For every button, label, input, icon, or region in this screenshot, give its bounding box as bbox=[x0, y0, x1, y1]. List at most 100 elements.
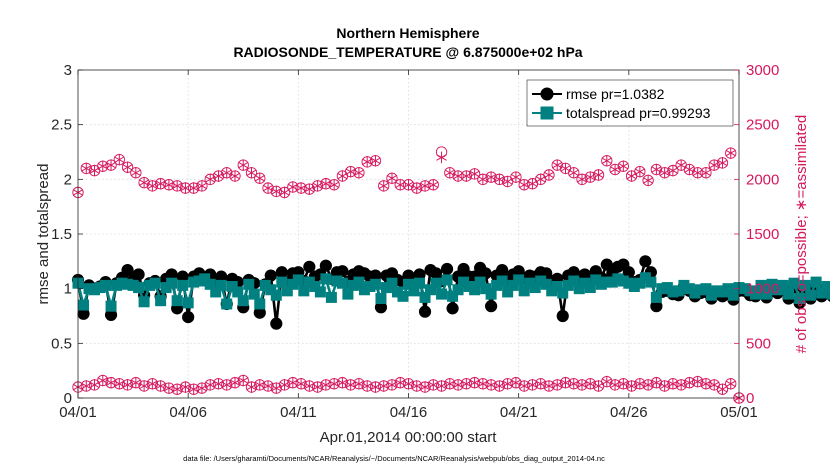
obs-assimilated-point bbox=[651, 163, 662, 176]
y-axis-left-label: rmse and totalspread bbox=[35, 164, 52, 305]
obs-assimilated-point bbox=[551, 159, 563, 171]
obs-assimilated-point bbox=[353, 377, 365, 390]
rmse-point bbox=[485, 300, 498, 313]
totalspread-point bbox=[485, 288, 497, 300]
obs-assimilated-point bbox=[295, 377, 307, 390]
obs-assimilated-point bbox=[138, 176, 150, 189]
totalspread-point bbox=[386, 277, 398, 289]
totalspread-point bbox=[755, 279, 767, 291]
totalspread-point bbox=[221, 298, 233, 310]
totalspread-point bbox=[452, 284, 464, 296]
rmse-point bbox=[336, 265, 349, 278]
totalspread-point bbox=[353, 276, 365, 288]
rmse-point bbox=[639, 255, 652, 268]
rmse-point bbox=[264, 269, 277, 282]
obs-assimilated-point bbox=[642, 174, 654, 187]
rmse-point bbox=[182, 310, 195, 324]
totalspread-point bbox=[166, 277, 178, 289]
y-right-tick-label: 1000 bbox=[746, 281, 779, 298]
obs-assimilated-point bbox=[700, 166, 712, 179]
y-right-tick-label: 2000 bbox=[746, 171, 779, 188]
obs-assimilated-point bbox=[651, 376, 662, 389]
totalspread-point bbox=[425, 284, 437, 296]
legend-box bbox=[526, 79, 734, 127]
totalspread-point bbox=[78, 299, 90, 311]
obs-assimilated-point bbox=[171, 180, 183, 192]
obs-assimilated-point bbox=[444, 166, 456, 179]
totalspread-point bbox=[827, 288, 830, 300]
obs-assimilated-point bbox=[725, 377, 737, 390]
obs-assimilated-point bbox=[725, 147, 737, 159]
obs-assimilated-point bbox=[130, 376, 142, 389]
obs-assimilated-point bbox=[180, 182, 191, 194]
x-tick-label: 04/11 bbox=[280, 404, 316, 421]
totalspread-point bbox=[816, 287, 828, 299]
totalspread-point bbox=[133, 282, 145, 294]
obs-assimilated-point bbox=[634, 165, 646, 178]
obs-assimilated-point bbox=[684, 163, 695, 176]
rmse-point bbox=[303, 260, 316, 273]
legend: rmse pr=1.0382 totalspread pr=0.99293 bbox=[526, 79, 734, 127]
obs-assimilated-point bbox=[659, 380, 670, 392]
obs-assimilated-point bbox=[477, 173, 489, 186]
totalspread-point bbox=[794, 293, 806, 305]
obs-assimilated-point bbox=[237, 374, 249, 387]
obs-assimilated-point bbox=[494, 173, 505, 186]
totalspread-point bbox=[441, 274, 453, 286]
totalspread-point bbox=[414, 277, 426, 289]
totalspread-point bbox=[502, 286, 514, 298]
totalspread-point bbox=[232, 286, 244, 298]
totalspread-point bbox=[469, 284, 481, 296]
obs-assimilated-point bbox=[312, 381, 323, 393]
chart-subtitle: RADIOSONDE_TEMPERATURE @ 6.875000e+02 hP… bbox=[233, 44, 582, 60]
obs-assimilated-point bbox=[510, 376, 522, 389]
obs-assimilated-point bbox=[353, 166, 365, 179]
totalspread-point bbox=[568, 275, 580, 287]
obs-assimilated-point bbox=[626, 380, 637, 392]
obs-assimilated-point bbox=[304, 183, 315, 195]
obs-assimilated-point bbox=[122, 161, 133, 174]
totalspread-point bbox=[529, 282, 541, 294]
totalspread-point bbox=[105, 300, 117, 312]
obs-assimilated-point bbox=[419, 381, 431, 393]
y-right-tick-label: 1500 bbox=[746, 226, 779, 243]
obs-assimilated-point bbox=[411, 182, 423, 194]
obs-assimilated-point bbox=[221, 166, 232, 179]
totalspread-point bbox=[821, 280, 830, 292]
obs-assimilated-point bbox=[403, 377, 414, 390]
obs-assimilated-point bbox=[312, 180, 323, 192]
obs-assimilated-point bbox=[147, 180, 158, 192]
totalspread-point bbox=[436, 288, 448, 300]
totalspread-point bbox=[325, 291, 337, 303]
obs-assimilated-point bbox=[237, 159, 249, 171]
obs-assimilated-point bbox=[271, 382, 282, 394]
obs-assimilated-point bbox=[609, 163, 621, 176]
obs-assimilated-point bbox=[279, 186, 290, 199]
obs-assimilated-point bbox=[328, 179, 340, 191]
obs-assimilated-point bbox=[80, 162, 92, 175]
obs-assimilated-point bbox=[262, 380, 274, 392]
obs-assimilated-point bbox=[337, 376, 348, 389]
obs-assimilated-point bbox=[254, 172, 266, 185]
obs-assimilated-point bbox=[576, 173, 588, 186]
obs-assimilated-point bbox=[97, 374, 109, 387]
totalspread-point bbox=[292, 274, 304, 286]
totalspread-point bbox=[645, 276, 657, 288]
totalspread-point bbox=[320, 273, 332, 285]
obs-assimilated-point bbox=[114, 153, 125, 166]
totalspread-point bbox=[799, 279, 811, 291]
y-left-tick-label: 3 bbox=[64, 62, 72, 79]
totalspread-point bbox=[403, 278, 414, 290]
totalspread-point bbox=[518, 285, 530, 297]
rmse-point bbox=[496, 263, 509, 277]
y-right-tick-label: 2500 bbox=[746, 117, 779, 134]
obs-assimilated-point bbox=[692, 166, 703, 179]
obs-assimilated-point bbox=[535, 377, 546, 390]
obs-assimilated-point bbox=[585, 377, 596, 390]
totalspread-point bbox=[155, 295, 167, 307]
totalspread-point bbox=[557, 287, 569, 299]
totalspread-point bbox=[243, 278, 255, 290]
obs-assimilated-point bbox=[692, 375, 703, 388]
obs-assimilated-point bbox=[188, 182, 199, 194]
legend-totalspread-marker bbox=[540, 106, 554, 120]
